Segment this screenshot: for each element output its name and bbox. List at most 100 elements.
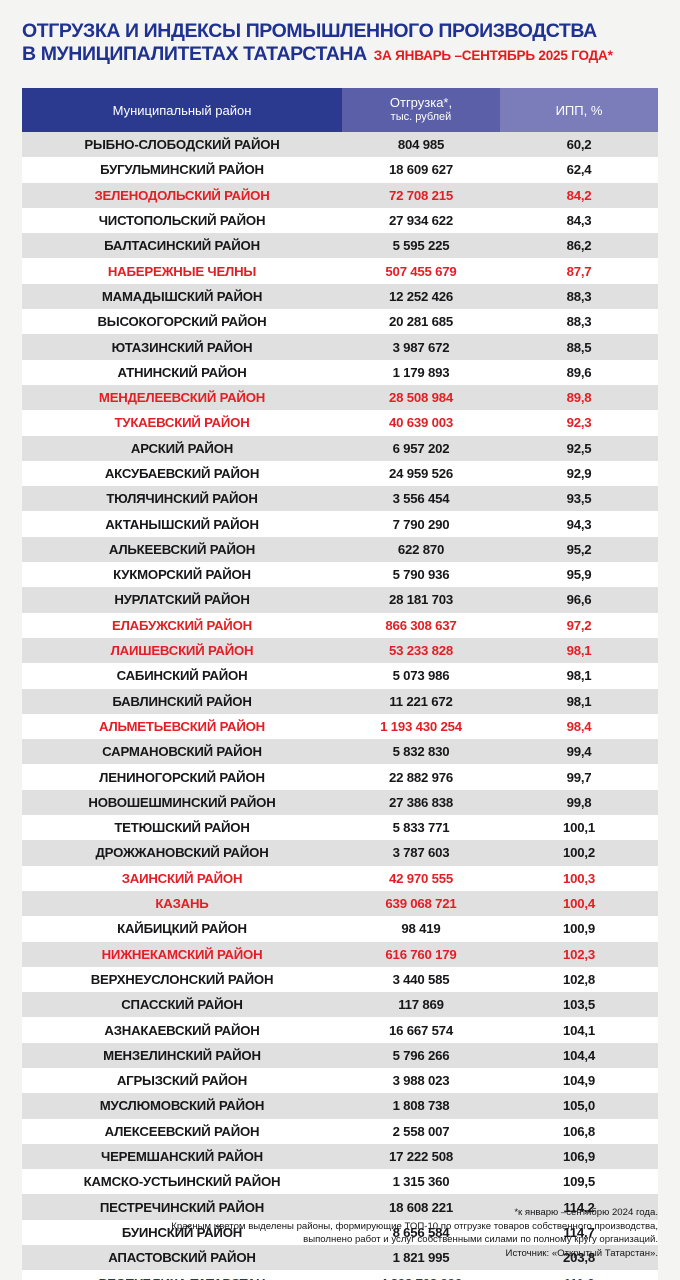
cell-district: МАМАДЫШСКИЙ РАЙОН <box>101 288 263 304</box>
footnote-source: Источник: «Открытый Татарстан». <box>505 1247 658 1259</box>
cell-district: АРСКИЙ РАЙОН <box>130 440 234 456</box>
cell-district: КАМСКО-УСТЬИНСКИЙ РАЙОН <box>83 1174 281 1190</box>
table-row: АЛЬМЕТЬЕВСКИЙ РАЙОН 1 193 430 254 98,4 <box>22 713 658 740</box>
cell-shipment: 27 934 622 <box>388 213 453 229</box>
cell-shipment: 6 957 202 <box>392 440 450 456</box>
cell-shipment: 3 556 454 <box>392 491 450 507</box>
cell-district: ЮТАЗИНСКИЙ РАЙОН <box>111 339 253 355</box>
table-row: МУСЛЮМОВСКИЙ РАЙОН 1 808 738 105,0 <box>22 1093 658 1119</box>
cell-district: ТУКАЕВСКИЙ РАЙОН <box>114 415 250 431</box>
cell-shipment: 11 221 672 <box>389 693 453 709</box>
cell-ipp: 92,5 <box>566 440 592 456</box>
cell-shipment: 24 959 526 <box>388 466 453 481</box>
footnote-red-legend-1: Красным цветом выделены районы, формирую… <box>171 1220 658 1232</box>
footer-notes: *к январю –сентябрю 2024 года. Красным ц… <box>22 1206 658 1260</box>
cell-shipment: 7 790 290 <box>392 516 450 532</box>
table-row: МЕНДЕЛЕЕВСКИЙ РАЙОН 28 508 984 89,8 <box>22 384 658 411</box>
cell-shipment: 507 455 679 <box>385 263 457 279</box>
cell-shipment: 2 558 007 <box>392 1123 450 1139</box>
cell-shipment: 5 790 936 <box>392 567 450 583</box>
table-row: ЮТАЗИНСКИЙ РАЙОН 3 987 672 88,5 <box>22 334 658 360</box>
table-row: БАЛТАСИНСКИЙ РАЙОН 5 595 225 86,2 <box>22 233 658 259</box>
cell-district: НАБЕРЕЖНЫЕ ЧЕЛНЫ <box>107 263 257 279</box>
cell-ipp: 88,5 <box>566 339 592 355</box>
cell-shipment: 12 252 426 <box>388 288 453 304</box>
table-row: ПЕСТРЕЧИНСКИЙ РАЙОН 18 608 221 114,2 <box>22 1194 658 1220</box>
table-row: НАБЕРЕЖНЫЕ ЧЕЛНЫ 507 455 679 87,7 <box>22 258 658 284</box>
cell-district: ЛАИШЕВСКИЙ РАЙОН <box>110 643 254 659</box>
cell-ipp: 203,8 <box>562 1250 595 1266</box>
cell-district: ЕЛАБУЖСКИЙ РАЙОН <box>112 617 252 633</box>
table-row: ЗЕЛЕНОДОЛЬСКИЙ РАЙОН 72 708 215 84,2 <box>22 182 658 208</box>
cell-ipp: 106,8 <box>562 1123 595 1139</box>
cell-ipp: 104,4 <box>562 1047 595 1063</box>
table-row: ЕЛАБУЖСКИЙ РАЙОН 866 308 637 97,2 <box>22 612 658 638</box>
table-row: ТЮЛЯЧИНСКИЙ РАЙОН 3 556 454 93,5 <box>22 486 658 512</box>
cell-district: ДРОЖЖАНОВСКИЙ РАЙОН <box>95 845 269 861</box>
cell-shipment: 1 821 995 <box>392 1250 450 1266</box>
table-row: САРМАНОВСКИЙ РАЙОН 5 832 830 99,4 <box>22 739 658 765</box>
cell-shipment: 5 832 830 <box>392 744 450 760</box>
cell-ipp: 89,6 <box>566 364 592 380</box>
cell-ipp: 60,2 <box>566 137 592 153</box>
cell-shipment: 866 308 637 <box>385 617 457 633</box>
cell-shipment: 16 667 574 <box>388 1022 453 1038</box>
cell-ipp: 89,8 <box>566 390 592 406</box>
cell-ipp: 88,3 <box>566 314 592 330</box>
cell-district: БАВЛИНСКИЙ РАЙОН <box>112 693 252 709</box>
cell-shipment: 639 068 721 <box>385 896 457 912</box>
cell-ipp: 114,7 <box>563 1224 595 1240</box>
cell-ipp: 103,5 <box>562 997 595 1013</box>
table-row: АЗНАКАЕВСКИЙ РАЙОН 16 667 574 104,1 <box>22 1017 658 1043</box>
cell-shipment: 804 985 <box>397 137 445 153</box>
table-row: НУРЛАТСКИЙ РАЙОН 28 181 703 96,6 <box>22 587 658 613</box>
cell-shipment: 616 760 179 <box>385 946 457 962</box>
cell-ipp: 87,7 <box>566 263 592 279</box>
cell-ipp: 95,9 <box>566 567 592 583</box>
table-row: ДРОЖЖАНОВСКИЙ РАЙОН 3 787 603 100,2 <box>22 840 658 866</box>
table-row: СПАССКИЙ РАЙОН 117 869 103,5 <box>22 992 658 1018</box>
cell-shipment: 5 796 266 <box>392 1047 450 1063</box>
cell-shipment: 18 608 221 <box>388 1199 453 1215</box>
column-header-shipment-sub: тыс. рублей <box>390 111 452 123</box>
cell-district: СПАССКИЙ РАЙОН <box>121 997 243 1013</box>
table-row: ЛЕНИНОГОРСКИЙ РАЙОН 22 882 976 99,7 <box>22 764 658 790</box>
cell-shipment: 22 882 976 <box>388 769 453 785</box>
table-row: ЛАИШЕВСКИЙ РАЙОН 53 233 828 98,1 <box>22 637 658 664</box>
cell-ipp: 84,2 <box>566 187 592 203</box>
cell-district: АЛЬКЕЕВСКИЙ РАЙОН <box>108 541 256 557</box>
cell-ipp: 94,3 <box>566 516 592 532</box>
cell-district: КАЗАНЬ <box>155 896 209 912</box>
cell-ipp: 99,4 <box>566 744 592 760</box>
cell-ipp: 98,1 <box>566 693 592 709</box>
column-header-shipment-main: Отгрузка*, <box>389 95 453 110</box>
cell-ipp: 99,7 <box>566 769 592 785</box>
cell-ipp: 102,3 <box>562 946 595 962</box>
table-row: НИЖНЕКАМСКИЙ РАЙОН 616 760 179 102,3 <box>22 941 658 967</box>
cell-ipp: 84,3 <box>566 213 592 229</box>
cell-shipment: 40 639 003 <box>388 415 453 431</box>
cell-district: ВЕРХНЕУСЛОНСКИЙ РАЙОН <box>90 971 274 987</box>
cell-district: РЕСПУБЛИКА ТАТАРСТАН <box>22 1276 342 1280</box>
cell-district: БАЛТАСИНСКИЙ РАЙОН <box>104 238 260 254</box>
cell-shipment: 17 222 508 <box>388 1149 453 1165</box>
cell-district: АТНИНСКИЙ РАЙОН <box>117 364 247 380</box>
cell-ipp: 100,3 <box>562 870 595 886</box>
cell-shipment: 5 833 771 <box>392 820 450 836</box>
table-row: КУКМОРСКИЙ РАЙОН 5 790 936 95,9 <box>22 562 658 588</box>
table-row: АРСКИЙ РАЙОН 6 957 202 92,5 <box>22 435 658 461</box>
table-row: ЗАИНСКИЙ РАЙОН 42 970 555 100,3 <box>22 865 658 891</box>
cell-district: АКТАНЫШСКИЙ РАЙОН <box>105 516 259 532</box>
cell-district: НИЖНЕКАМСКИЙ РАЙОН <box>101 946 263 962</box>
table-row: АПАСТОВСКИЙ РАЙОН 1 821 995 203,8 <box>22 1245 658 1271</box>
page-title: ОТГРУЗКА И ИНДЕКСЫ ПРОМЫШЛЕННОГО ПРОИЗВО… <box>0 0 680 67</box>
cell-shipment: 3 988 023 <box>392 1073 450 1089</box>
statistics-table: Муниципальный район Отгрузка*, тыс. рубл… <box>22 88 658 1280</box>
title-period: ЗА ЯНВАРЬ –СЕНТЯБРЬ 2025 ГОДА* <box>373 48 613 63</box>
cell-ipp: 99,8 <box>566 794 592 810</box>
cell-ipp: 100,4 <box>562 896 595 912</box>
cell-shipment: 28 508 984 <box>388 390 453 406</box>
table-row: ВЕРХНЕУСЛОНСКИЙ РАЙОН 3 440 585 102,8 <box>22 966 658 993</box>
cell-district: МЕНЗЕЛИНСКИЙ РАЙОН <box>103 1047 261 1063</box>
